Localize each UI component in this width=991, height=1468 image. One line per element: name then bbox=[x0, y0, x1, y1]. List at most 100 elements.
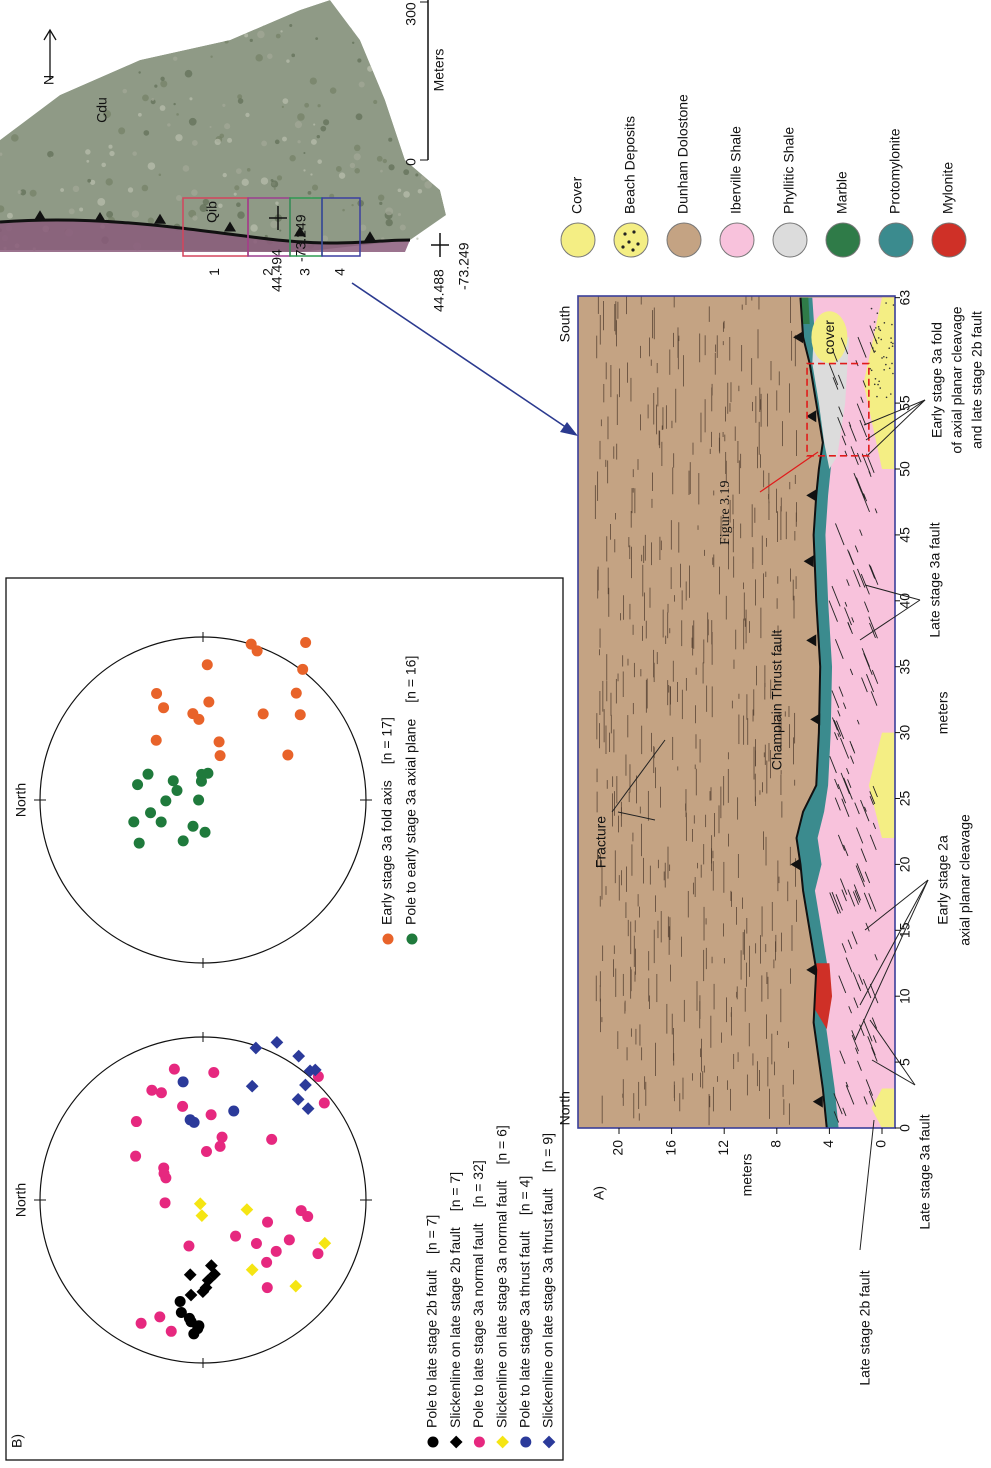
beach-dot bbox=[878, 328, 880, 330]
map-texture bbox=[403, 191, 410, 198]
figure: CduQibN0300Meters44.494-73.24944.488-73.… bbox=[0, 0, 991, 1468]
map-texture bbox=[398, 213, 401, 216]
map-texture bbox=[227, 138, 232, 143]
legend-swatch bbox=[879, 223, 913, 257]
map-texture bbox=[236, 202, 241, 207]
map-texture bbox=[304, 103, 309, 108]
beach-dot bbox=[885, 364, 887, 366]
map-texture bbox=[250, 224, 257, 231]
x-axis-title: meters bbox=[935, 691, 951, 734]
map-texture bbox=[159, 173, 162, 176]
beach-dot bbox=[886, 357, 888, 359]
map-texture bbox=[339, 172, 345, 178]
pole-point bbox=[319, 1097, 330, 1108]
annotation: axial planar cleavage bbox=[957, 814, 973, 946]
unit-label: Qib bbox=[204, 201, 220, 223]
map-texture bbox=[123, 89, 128, 94]
scale-label: 0 bbox=[403, 158, 419, 166]
pole-point bbox=[158, 702, 169, 713]
pole-point bbox=[202, 768, 213, 779]
beach-dot bbox=[878, 326, 880, 328]
pole-point bbox=[266, 1134, 277, 1145]
pole-point bbox=[271, 1246, 282, 1257]
pole-point bbox=[166, 1326, 177, 1337]
map-texture bbox=[176, 195, 182, 201]
pole-point bbox=[143, 769, 154, 780]
map-texture bbox=[173, 103, 175, 105]
map-texture bbox=[192, 140, 198, 146]
map-texture bbox=[317, 135, 320, 138]
legend-count: [n = 7] bbox=[447, 1172, 463, 1211]
x-tick-label: 20 bbox=[897, 856, 913, 872]
pole-point bbox=[284, 1234, 295, 1245]
map-texture bbox=[148, 162, 156, 170]
legend-label: Iberville Shale bbox=[728, 126, 744, 214]
pole-point bbox=[230, 1231, 241, 1242]
annotation: Late stage 3a fault bbox=[917, 1114, 933, 1229]
pole-point bbox=[146, 1085, 157, 1096]
x-tick-label: 25 bbox=[897, 791, 913, 807]
map-texture bbox=[176, 113, 179, 116]
map-texture bbox=[128, 187, 133, 192]
pole-point bbox=[203, 697, 214, 708]
y-tick-label: 12 bbox=[715, 1140, 731, 1156]
map-texture bbox=[379, 202, 382, 205]
map-texture bbox=[244, 33, 248, 37]
map-texture bbox=[276, 34, 281, 39]
map-texture bbox=[354, 153, 361, 160]
y-tick-label: 20 bbox=[610, 1140, 626, 1156]
x-tick-label: 35 bbox=[897, 659, 913, 675]
map-texture bbox=[274, 188, 276, 190]
beach-dot bbox=[877, 384, 879, 386]
map-texture bbox=[303, 152, 305, 154]
beach-dot bbox=[893, 304, 895, 306]
beach-dot bbox=[881, 357, 883, 359]
beach-dot bbox=[874, 350, 876, 352]
map-texture bbox=[101, 163, 106, 168]
pole-point bbox=[206, 1109, 217, 1120]
map-texture bbox=[106, 211, 113, 218]
site-label: 3 bbox=[297, 268, 313, 276]
map-texture bbox=[69, 208, 75, 214]
beach-dot bbox=[875, 327, 877, 329]
beach-dot bbox=[892, 345, 894, 347]
map-texture bbox=[189, 97, 192, 100]
map-texture bbox=[312, 185, 318, 191]
site-label: 2 bbox=[260, 268, 276, 276]
pole-point bbox=[188, 821, 199, 832]
beach-dot bbox=[883, 356, 885, 358]
map-texture bbox=[295, 121, 302, 128]
pole-point bbox=[156, 816, 167, 827]
north-label: North bbox=[13, 1183, 29, 1217]
beach-dot bbox=[891, 324, 893, 326]
map-texture bbox=[138, 113, 142, 117]
map-texture bbox=[138, 71, 140, 73]
coord-label: -73.249 bbox=[456, 242, 472, 290]
beach-dot bbox=[890, 342, 892, 344]
map-texture bbox=[173, 56, 177, 60]
pole-point bbox=[178, 835, 189, 846]
legend-label: Phyllitic Shale bbox=[781, 127, 797, 214]
map-texture bbox=[118, 127, 125, 134]
map-texture bbox=[291, 54, 295, 58]
annotation: Early stage 2a bbox=[935, 835, 951, 925]
map-texture bbox=[108, 145, 112, 149]
legend-text: Pole to early stage 3a axial plane bbox=[403, 719, 419, 925]
pole-point bbox=[214, 736, 225, 747]
map-texture bbox=[85, 149, 90, 154]
map-texture bbox=[373, 100, 377, 104]
map-texture bbox=[242, 179, 249, 186]
map-texture bbox=[378, 194, 384, 200]
pole-point bbox=[261, 1257, 272, 1268]
map-texture bbox=[424, 181, 432, 189]
map-texture bbox=[351, 204, 353, 206]
cover-label: cover bbox=[821, 320, 837, 355]
scale-label: Meters bbox=[431, 49, 447, 92]
pole-point bbox=[282, 749, 293, 760]
map-texture bbox=[210, 126, 212, 128]
pole-point bbox=[169, 1064, 180, 1075]
pole-point bbox=[151, 688, 162, 699]
fracture-label: Fracture bbox=[593, 816, 609, 868]
pole-point bbox=[202, 659, 213, 670]
map-texture bbox=[275, 201, 278, 204]
